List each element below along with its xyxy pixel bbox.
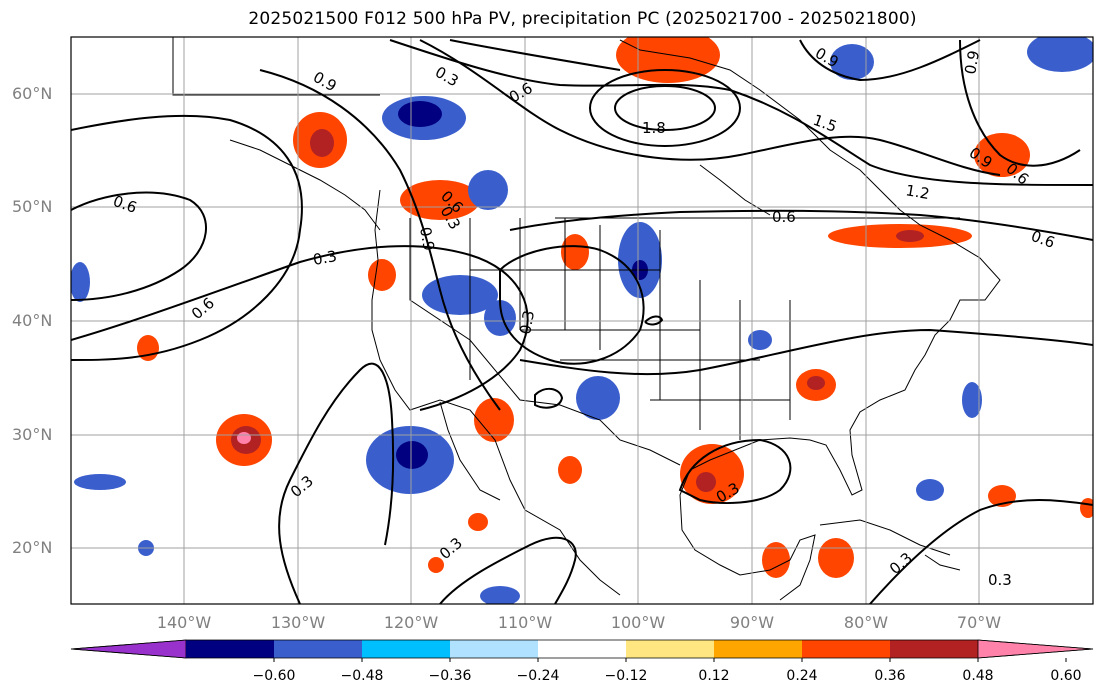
colorbar-segment xyxy=(538,640,626,658)
lat-label-40n: 40°N xyxy=(12,311,52,330)
pv-contour-0.3-caribbean xyxy=(869,499,1093,604)
colorbar-tick-label: 0.24 xyxy=(786,668,817,684)
colorbar-segment xyxy=(802,640,890,658)
lon-label-110w: 110°W xyxy=(498,613,553,632)
contour-label: 0.3 xyxy=(988,571,1012,589)
colorbar-extend-high xyxy=(977,639,1094,659)
colorbar-extend-low xyxy=(70,639,187,659)
colorbar-tick-label: −0.48 xyxy=(341,668,384,684)
contour-label: 0.3 xyxy=(312,247,339,269)
coastlines xyxy=(172,37,1001,601)
pv-contour-1.8 xyxy=(589,69,741,147)
lat-label-20n: 20°N xyxy=(12,538,52,557)
lat-label-50n: 50°N xyxy=(12,197,52,216)
contour-label: 0.9 xyxy=(416,226,438,253)
colorbar-tick-label: −0.60 xyxy=(253,668,296,684)
colorbar-tick-label: −0.36 xyxy=(429,668,472,684)
pv-contour-1.5 xyxy=(419,39,1001,176)
colorbar-tick-label: 0.48 xyxy=(962,668,993,684)
colorbar-segment xyxy=(274,640,362,658)
pv-contour-0.6-pacific xyxy=(71,191,207,301)
pv-contour-0.3-west xyxy=(71,245,529,411)
contour-label: 0.6 xyxy=(772,208,796,226)
colorbar-segment xyxy=(714,640,802,658)
colorbar-segment xyxy=(186,640,274,658)
pv-contour-0.3-mexico xyxy=(439,536,577,604)
pv-contour-0.3-east xyxy=(519,328,1093,376)
lon-label-90w: 90°W xyxy=(730,613,774,632)
pv-contour-0.6-west xyxy=(71,114,303,361)
lon-label-80w: 80°W xyxy=(844,613,888,632)
colorbar-tick-label: 0.12 xyxy=(698,668,729,684)
map-title: 2025021500 F012 500 hPa PV, precipitatio… xyxy=(248,9,917,29)
precip-shading xyxy=(71,37,1093,604)
latitude-labels: 60°N 50°N 40°N 30°N 20°N xyxy=(12,84,52,557)
pv-contour-0.9-north xyxy=(799,39,981,82)
lon-label-70w: 70°W xyxy=(957,613,1001,632)
longitude-labels: 140°W 130°W 120°W 110°W 100°W 90°W 80°W … xyxy=(157,613,1001,632)
lon-label-130w: 130°W xyxy=(271,613,326,632)
colorbar-tick-label: 0.60 xyxy=(1050,668,1081,684)
colorbar-segment xyxy=(890,640,978,658)
lat-label-60n: 60°N xyxy=(12,84,52,103)
lon-label-140w: 140°W xyxy=(157,613,212,632)
contour-label: 0.3 xyxy=(516,309,538,336)
pv-contours xyxy=(71,39,1093,604)
colorbar-tick-label: 0.36 xyxy=(874,668,905,684)
lon-label-100w: 100°W xyxy=(611,613,666,632)
contour-label: 0.9 xyxy=(961,49,983,76)
pv-contour-0.9-east xyxy=(959,39,1081,167)
lon-label-120w: 120°W xyxy=(384,613,439,632)
lat-label-30n: 30°N xyxy=(12,425,52,444)
pv-contour-0.3-baja xyxy=(278,362,395,604)
colorbar-segment xyxy=(450,640,538,658)
map-frame xyxy=(70,36,1094,605)
pv-contour-0.6-north xyxy=(509,209,1093,241)
contour-label: 1.2 xyxy=(904,181,931,203)
contour-label: 1.8 xyxy=(642,119,666,137)
colorbar: −0.60 −0.48 −0.36 −0.24 −0.12 0.12 0.24 0.36 0.4… xyxy=(70,639,1094,684)
colorbar-tick-label: −0.12 xyxy=(605,668,648,684)
colorbar-outline xyxy=(70,639,1094,659)
pv-contour-0.3-gulf xyxy=(678,438,792,504)
colorbar-segment xyxy=(626,640,714,658)
gridlines xyxy=(71,37,1093,604)
colorbar-tick-label: −0.24 xyxy=(517,668,560,684)
pv-contour-0.3-central xyxy=(499,245,645,365)
colorbar-segment xyxy=(362,640,450,658)
pv-contour-0.9 xyxy=(259,69,501,411)
